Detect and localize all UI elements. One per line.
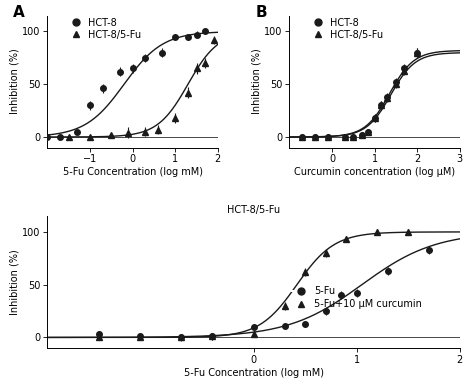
Legend: HCT-8, HCT-8/5-Fu: HCT-8, HCT-8/5-Fu <box>66 18 141 40</box>
Text: A: A <box>13 5 25 20</box>
Legend: 5-Fu, 5-Fu+10 μM curcumin: 5-Fu, 5-Fu+10 μM curcumin <box>292 287 422 309</box>
Y-axis label: Inhibition (%): Inhibition (%) <box>9 249 19 315</box>
X-axis label: Curcumin concentration (log μM): Curcumin concentration (log μM) <box>294 167 455 177</box>
Title: HCT-8/5-Fu: HCT-8/5-Fu <box>227 205 280 215</box>
Text: B: B <box>255 5 267 20</box>
X-axis label: 5-Fu Concentration (log mM): 5-Fu Concentration (log mM) <box>183 368 324 378</box>
Y-axis label: Inhibition (%): Inhibition (%) <box>9 49 19 115</box>
Y-axis label: Inhibition (%): Inhibition (%) <box>251 49 261 115</box>
X-axis label: 5-Fu Concentration (log mM): 5-Fu Concentration (log mM) <box>63 167 202 177</box>
Legend: HCT-8, HCT-8/5-Fu: HCT-8, HCT-8/5-Fu <box>308 18 383 40</box>
